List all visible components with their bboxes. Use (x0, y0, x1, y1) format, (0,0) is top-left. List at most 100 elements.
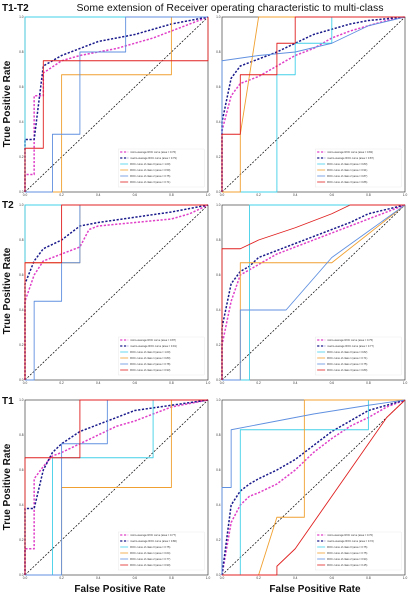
roc-series-class2 (221, 399, 406, 575)
y-tick-label: 0.4 (19, 503, 24, 507)
x-tick-label: 0.0 (23, 381, 28, 385)
legend-box (315, 531, 402, 571)
legend-entry: ROC curve of class 3 (area = 0.71) (130, 180, 170, 184)
roc-series-class2 (221, 16, 406, 192)
roc-series-class3 (221, 16, 405, 192)
legend-entry: ROC curve of class 0 (area = 1.00) (130, 350, 170, 354)
y-tick-label: 0.6 (19, 273, 24, 277)
panels-group: 0.0 0.2 0.4 0.6 0.8 1.0 0.0 0.2 0.4 0.6 0.8 1.0 micr… (19, 15, 407, 580)
x-tick-label: 0.4 (293, 576, 298, 580)
legend-entry: ROC curve of class 3 (area = 0.80) (327, 368, 367, 372)
x-tick-label: 1.0 (206, 193, 211, 197)
y-tick-label: 1.0 (19, 203, 24, 207)
legend-entry: ROC curve of class 2 (area = 0.78) (130, 362, 170, 366)
roc-series-micro (24, 204, 209, 380)
y-tick-label: 0.8 (216, 238, 221, 242)
x-tick-label: 0.0 (220, 193, 225, 197)
y-axis-title-middle: True Positive Rate (2, 247, 13, 334)
roc-series-class3 (222, 399, 406, 576)
x-tick-label: 0.6 (330, 381, 335, 385)
y-tick-label: 0.8 (19, 50, 24, 54)
legend-entry: macro-average ROC curve (area = 0.87) (327, 156, 374, 160)
legend-entry: ROC curve of class 0 (area = 0.75) (327, 545, 367, 549)
x-tick-label: 0.4 (293, 193, 298, 197)
x-axis-title-right: False Positive Rate (269, 584, 361, 595)
x-tick-label: 0.2 (59, 381, 64, 385)
y-tick-label: 0.6 (19, 468, 24, 472)
legend-box (315, 336, 402, 376)
y-tick-label: 1.0 (216, 203, 221, 207)
legend-entry: micro-average ROC curve (area = 0.70) (327, 533, 373, 537)
legend-entry: macro-average ROC curve (area = 0.79) (130, 156, 177, 160)
x-tick-label: 0.8 (366, 381, 371, 385)
y-tick-label: 1.0 (216, 15, 221, 19)
y-tick-label: 0.4 (216, 308, 221, 312)
row-label-t1: T1 (2, 396, 14, 407)
x-tick-label: 1.0 (206, 576, 211, 580)
x-tick-label: 0.2 (256, 193, 261, 197)
chance-diagonal (24, 16, 209, 193)
y-tick-label: 0.6 (216, 468, 221, 472)
legend-entry: ROC curve of class 2 (area = 0.87) (327, 174, 367, 178)
chance-diagonal (221, 204, 406, 381)
y-tick-label: 0.0 (19, 573, 24, 577)
roc-series-class2 (222, 204, 406, 381)
figure-title: Some extension of Receiver operating cha… (77, 2, 384, 14)
roc-series-micro (24, 16, 209, 192)
legend-entry: ROC curve of class 1 (area = 0.80) (130, 356, 170, 360)
x-tick-label: 0.0 (23, 193, 28, 197)
legend-entry: ROC curve of class 1 (area = 0.75) (327, 551, 367, 555)
roc-series-class2 (25, 16, 208, 193)
x-tick-label: 0.4 (96, 381, 101, 385)
x-tick-label: 0.6 (330, 576, 335, 580)
legend-entry: ROC curve of class 1 (area = 0.64) (130, 551, 170, 555)
legend-entry: macro-average ROC curve (area = 0.80) (130, 539, 177, 543)
legend-entry: ROC curve of class 2 (area = 0.75) (130, 174, 170, 178)
legend-entry: ROC curve of class 3 (area = 0.90) (130, 563, 170, 567)
roc-panel-5: 0.0 0.2 0.4 0.6 0.8 1.0 0.0 0.2 0.4 0.6 0.8 1.0 micr… (19, 398, 210, 580)
x-tick-label: 1.0 (403, 381, 408, 385)
y-tick-label: 0.2 (216, 343, 221, 347)
x-tick-label: 0.0 (220, 576, 225, 580)
legend-entry: ROC curve of class 1 (area = 0.71) (327, 356, 367, 360)
y-tick-label: 0.0 (19, 378, 24, 382)
x-tick-label: 0.4 (96, 193, 101, 197)
y-tick-label: 0.0 (216, 573, 221, 577)
y-tick-label: 1.0 (216, 398, 221, 402)
y-tick-label: 0.6 (216, 273, 221, 277)
x-tick-label: 1.0 (403, 193, 408, 197)
y-tick-label: 0.6 (19, 85, 24, 89)
y-tick-label: 0.0 (216, 378, 221, 382)
x-tick-label: 0.6 (133, 576, 138, 580)
y-tick-label: 0.4 (19, 308, 24, 312)
x-tick-label: 0.2 (256, 381, 261, 385)
x-tick-label: 0.6 (133, 193, 138, 197)
roc-series-class0 (222, 16, 405, 193)
row-label-t1t2: T1-T2 (2, 3, 29, 14)
x-tick-label: 0.4 (96, 576, 101, 580)
legend-entry: ROC curve of class 2 (area = 0.94) (327, 557, 367, 561)
legend-box (118, 336, 205, 376)
legend-entry: ROC curve of class 1 (area = 0.91) (327, 168, 367, 172)
legend-entry: micro-average ROC curve (area = 0.77) (130, 533, 176, 537)
legend-entry: ROC curve of class 0 (area = 0.83) (327, 162, 367, 166)
x-tick-label: 1.0 (206, 381, 211, 385)
y-tick-label: 0.2 (19, 343, 24, 347)
roc-series-macro (24, 399, 209, 575)
roc-series-class3 (24, 399, 208, 575)
y-tick-label: 0.8 (19, 238, 24, 242)
y-tick-label: 0.2 (216, 155, 221, 159)
x-tick-label: 0.4 (293, 381, 298, 385)
legend-entry: ROC curve of class 0 (area = 1.00) (130, 162, 170, 166)
y-tick-label: 0.2 (19, 538, 24, 542)
x-tick-label: 0.6 (133, 381, 138, 385)
roc-series-class3 (221, 204, 405, 380)
y-axis-title-top: True Positive Rate (2, 60, 13, 147)
chance-diagonal (24, 204, 209, 381)
x-tick-label: 0.8 (366, 576, 371, 580)
x-tick-label: 0.2 (59, 576, 64, 580)
y-tick-label: 0.6 (216, 85, 221, 89)
y-tick-label: 0.2 (216, 538, 221, 542)
legend-entry: ROC curve of class 0 (area = 0.82) (327, 350, 367, 354)
